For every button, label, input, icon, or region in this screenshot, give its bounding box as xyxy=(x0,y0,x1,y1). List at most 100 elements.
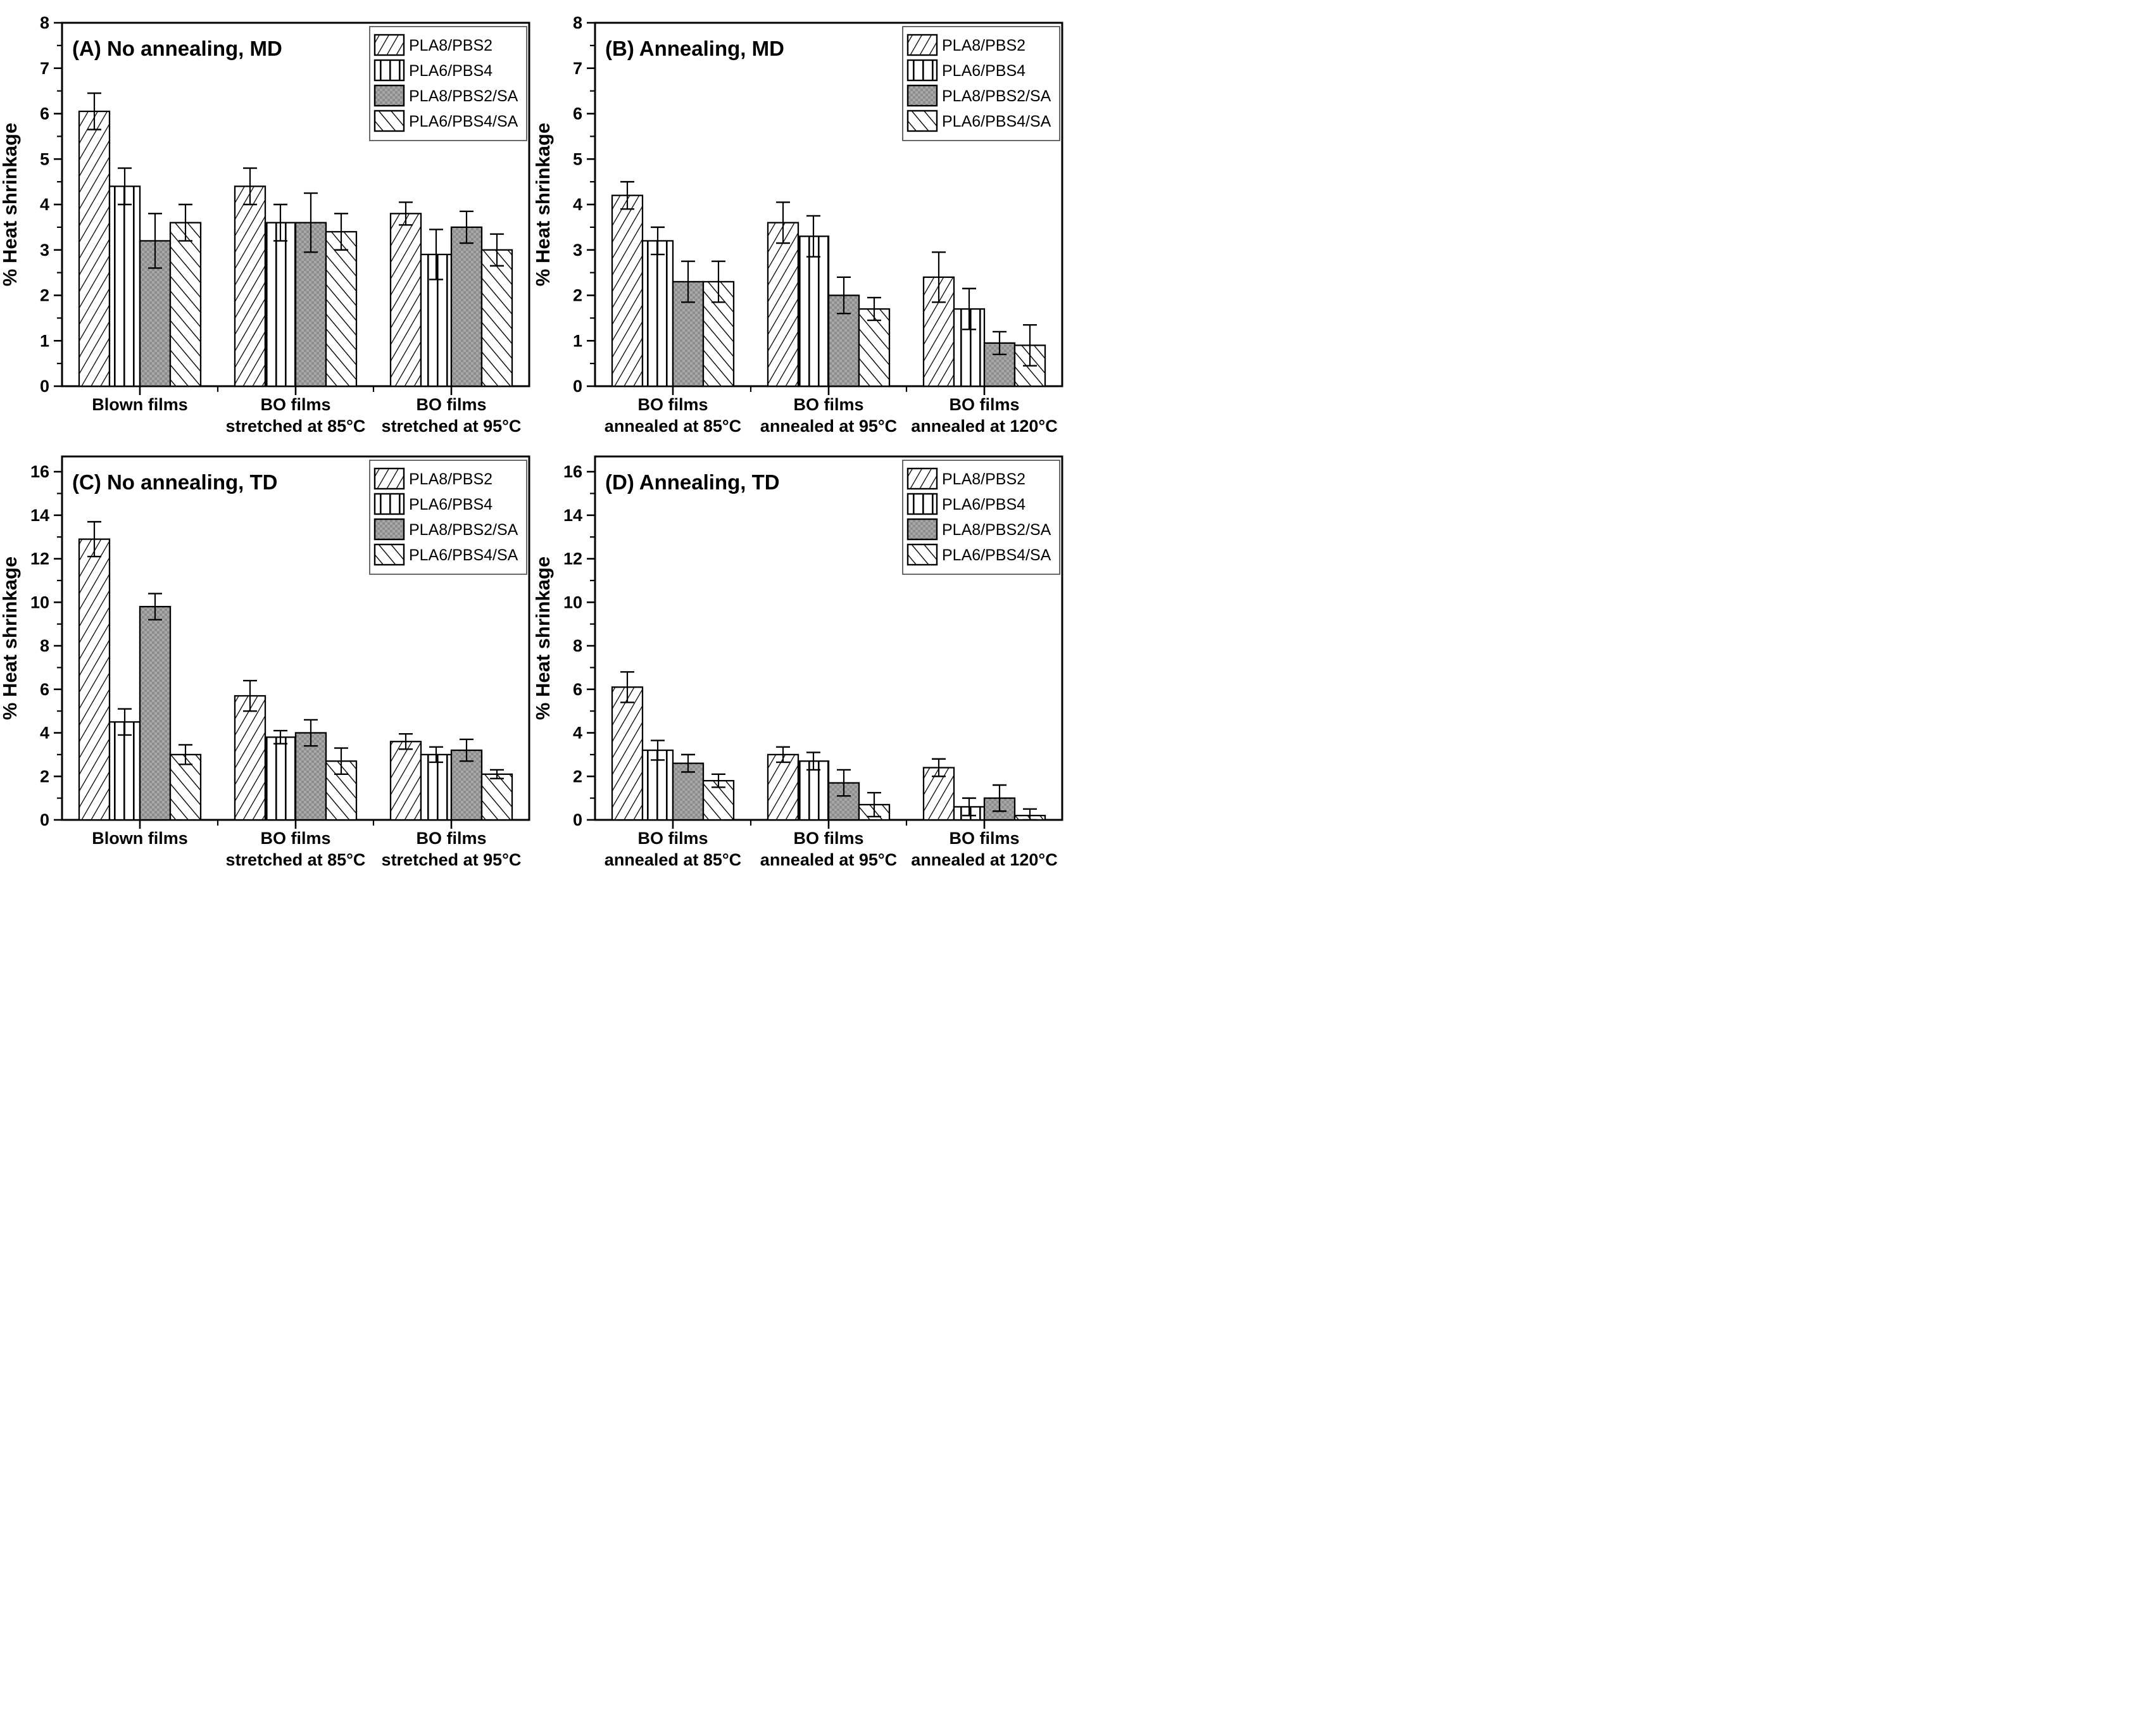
legend-label: PLA6/PBS4 xyxy=(942,62,1025,80)
error-bar xyxy=(776,201,790,244)
legend-swatch xyxy=(373,59,405,82)
bar xyxy=(702,280,735,387)
error-bar xyxy=(837,769,851,797)
y-axis-tick-label: 14 xyxy=(563,506,582,525)
legend-swatch xyxy=(373,493,405,515)
bar xyxy=(234,695,266,821)
y-axis-tick-label: 2 xyxy=(573,286,582,305)
legend-swatch xyxy=(906,59,938,82)
error-bar xyxy=(806,752,820,771)
error-bar xyxy=(867,296,881,322)
bar xyxy=(641,240,674,387)
bar xyxy=(797,236,830,387)
panel-title: (C) No annealing, TD xyxy=(72,470,278,494)
legend-swatch xyxy=(373,518,405,541)
legend-label: PLA6/PBS4 xyxy=(942,496,1025,513)
y-axis-tick-label: 1 xyxy=(573,331,582,350)
error-bar xyxy=(932,251,946,303)
y-axis-tick-label: 1 xyxy=(40,331,49,350)
y-axis-tick-label: 12 xyxy=(563,550,582,569)
bar xyxy=(389,741,422,821)
error-bar xyxy=(490,769,504,779)
y-axis-tick-label: 8 xyxy=(40,13,49,32)
bar xyxy=(78,538,111,821)
y-axis-tick-label: 16 xyxy=(563,462,582,481)
y-axis-tick-label: 0 xyxy=(40,377,49,396)
x-category-label: stretched at 95°C xyxy=(382,850,522,869)
y-axis-tick-label: 2 xyxy=(573,767,582,786)
y-axis-tick-label: 5 xyxy=(573,149,582,168)
y-axis-tick-label: 5 xyxy=(40,149,49,168)
y-axis: 0 2 4 6 8 10 12 14 16 xyxy=(563,462,595,829)
legend-swatch xyxy=(373,543,405,566)
legend-label: PLA8/PBS2 xyxy=(942,37,1025,54)
legend-label: PLA6/PBS4/SA xyxy=(942,113,1051,130)
error-bar xyxy=(993,330,1006,355)
bar xyxy=(611,686,644,821)
panel-title: (B) Annealing, MD xyxy=(605,37,784,60)
legend: PLA8/PBS2 PLA6/PBS4 PLA8/PBS2/SA PLA6/PBS4/… xyxy=(902,460,1060,575)
y-axis-tick-label: 8 xyxy=(573,636,582,655)
y-axis-tick-label: 16 xyxy=(30,462,49,481)
error-bar xyxy=(429,229,443,280)
error-bar xyxy=(273,203,287,242)
panel-c: 0 2 4 6 8 10 12 14 16 Blown films BO films stretche… xyxy=(0,434,533,869)
legend-swatch xyxy=(373,110,405,132)
x-category-label: BO films xyxy=(416,829,486,848)
bar xyxy=(108,186,141,387)
legend-swatch xyxy=(906,84,938,107)
legend-label: PLA8/PBS2/SA xyxy=(942,521,1051,539)
error-bar xyxy=(399,201,413,226)
bar xyxy=(264,736,297,821)
bar xyxy=(480,773,513,821)
legend-swatch xyxy=(906,34,938,56)
y-axis-title: % Heat shrinkage xyxy=(532,123,554,286)
x-category-label: annealed at 120°C xyxy=(911,850,1057,869)
legend-label: PLA6/PBS4/SA xyxy=(942,546,1051,564)
bar xyxy=(294,222,327,387)
error-bar xyxy=(304,192,318,253)
x-category-label: annealed at 95°C xyxy=(760,417,897,436)
error-bar xyxy=(87,520,101,558)
error-bar xyxy=(243,679,257,712)
y-axis-tick-label: 4 xyxy=(40,724,49,743)
bar xyxy=(139,606,172,821)
bars xyxy=(611,671,1046,821)
y-axis-tick-label: 6 xyxy=(573,680,582,699)
error-bar xyxy=(304,719,318,747)
y-axis-tick-label: 4 xyxy=(573,195,582,214)
x-category-label: BO films xyxy=(949,829,1019,848)
y-axis-tick-label: 4 xyxy=(573,724,582,743)
y-axis-title: % Heat shrinkage xyxy=(532,557,554,720)
error-bar xyxy=(179,203,192,242)
bar xyxy=(420,753,453,821)
y-axis-tick-label: 3 xyxy=(573,241,582,260)
error-bar xyxy=(1023,324,1037,367)
error-bar xyxy=(460,738,473,762)
legend-swatch xyxy=(373,467,405,490)
x-category-label: BO films xyxy=(949,395,1019,414)
figure: 0 1 2 3 4 5 6 7 8 Blown films BO films stretched at… xyxy=(0,0,1066,869)
bar xyxy=(389,213,422,387)
error-bar xyxy=(118,708,132,736)
error-bar xyxy=(429,746,443,764)
y-axis-tick-label: 7 xyxy=(573,59,582,78)
legend-label: PLA8/PBS2/SA xyxy=(409,87,518,105)
error-bar xyxy=(243,167,257,206)
y-axis-tick-label: 3 xyxy=(40,241,49,260)
bar xyxy=(767,222,800,387)
legend-swatch xyxy=(906,467,938,490)
error-bar xyxy=(399,733,413,750)
error-bar xyxy=(837,276,851,315)
y-axis-tick-label: 0 xyxy=(573,377,582,396)
bars xyxy=(78,520,513,821)
error-bar xyxy=(867,791,881,818)
bar xyxy=(169,222,202,387)
legend: PLA8/PBS2 PLA6/PBS4 PLA8/PBS2/SA PLA6/PBS4/… xyxy=(369,460,527,575)
bar xyxy=(641,749,674,821)
panel-d: 0 2 4 6 8 10 12 14 16 BO films annealed at 85°C BO … xyxy=(532,434,1066,869)
legend-swatch xyxy=(373,34,405,56)
legend: PLA8/PBS2 PLA6/PBS4 PLA8/PBS2/SA PLA6/PBS4/… xyxy=(902,26,1060,141)
x-category-label: stretched at 85°C xyxy=(226,850,366,869)
